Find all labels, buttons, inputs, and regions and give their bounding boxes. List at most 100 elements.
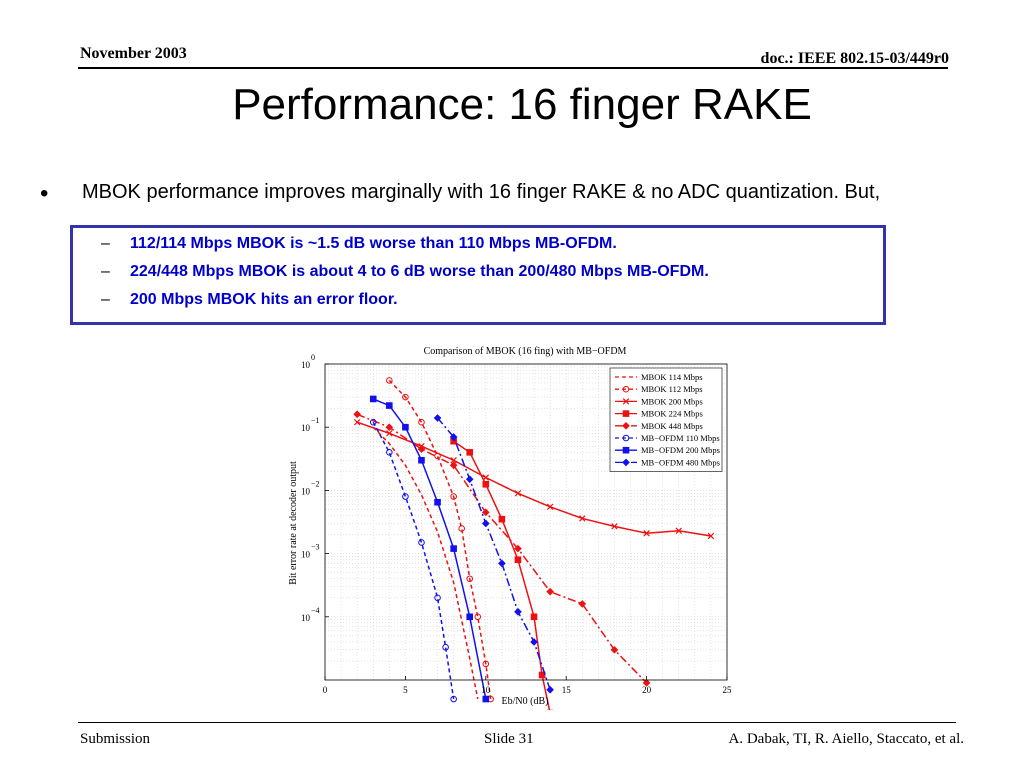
data-point bbox=[707, 532, 715, 540]
data-point bbox=[642, 679, 651, 687]
x-tick-label: 0 bbox=[323, 685, 328, 695]
data-point bbox=[610, 646, 619, 654]
data-point bbox=[482, 480, 490, 488]
footer-submission: Submission bbox=[80, 731, 151, 747]
legend-marker bbox=[622, 434, 630, 442]
data-point bbox=[449, 433, 458, 441]
series-line bbox=[372, 421, 455, 700]
legend-marker bbox=[622, 458, 630, 467]
legend-label: MBOK 112 Mbps bbox=[641, 384, 703, 394]
bullet-marker: • bbox=[40, 180, 49, 207]
data-point bbox=[386, 449, 393, 456]
data-point bbox=[498, 559, 506, 568]
data-point bbox=[546, 503, 554, 511]
chart-series bbox=[450, 437, 554, 710]
chart-series-group bbox=[353, 377, 715, 710]
sub-bullet-dash: – bbox=[101, 235, 110, 252]
data-point bbox=[434, 594, 441, 602]
y-tick-exponent: −3 bbox=[311, 543, 320, 552]
data-point bbox=[450, 493, 457, 500]
y-tick-exponent: −2 bbox=[311, 479, 320, 488]
footer-authors: A. Dabak, TI, R. Aiello, Staccato, et al… bbox=[728, 731, 965, 747]
sub-bullet-text: 200 Mbps MBOK hits an error floor. bbox=[130, 291, 398, 308]
sub-bullet-text: 112/114 Mbps MBOK is ~1.5 dB worse than … bbox=[130, 235, 617, 252]
data-point bbox=[546, 685, 554, 694]
bullet-text: MBOK performance improves marginally wit… bbox=[82, 181, 881, 203]
y-tick-label: 10 bbox=[301, 423, 311, 433]
sub-bullet-dash: – bbox=[101, 263, 110, 280]
series-line bbox=[453, 440, 551, 710]
legend-item: MB−OFDM 480 Mbps bbox=[615, 457, 720, 467]
data-point bbox=[514, 544, 522, 553]
data-point bbox=[442, 643, 449, 651]
data-point bbox=[466, 575, 474, 583]
chart-series bbox=[433, 414, 554, 694]
data-point bbox=[538, 671, 546, 679]
data-point bbox=[434, 498, 441, 506]
chart-series bbox=[372, 426, 479, 700]
data-point bbox=[386, 402, 393, 409]
footer-slide-number: Slide 31 bbox=[484, 731, 534, 747]
y-tick-exponent: 0 bbox=[311, 353, 315, 362]
legend-marker bbox=[622, 398, 630, 405]
slide-title: Performance: 16 finger RAKE bbox=[232, 80, 812, 129]
data-point bbox=[481, 519, 490, 528]
data-point bbox=[418, 456, 425, 464]
legend-label: MBOK 200 Mbps bbox=[641, 396, 703, 406]
legend-item: MB−OFDM 200 Mbps bbox=[615, 445, 720, 455]
data-point bbox=[418, 539, 425, 546]
legend-item: MBOK 224 Mbps bbox=[615, 409, 703, 419]
data-point bbox=[514, 556, 522, 564]
series-line bbox=[436, 417, 551, 691]
legend-marker bbox=[622, 446, 630, 454]
data-point bbox=[530, 638, 538, 646]
header-doc-id: doc.: IEEE 802.15-03/449r0 bbox=[760, 50, 949, 67]
data-point bbox=[643, 530, 650, 537]
data-point bbox=[386, 377, 393, 384]
series-line bbox=[356, 421, 712, 537]
data-point bbox=[611, 523, 618, 530]
data-point bbox=[402, 393, 409, 401]
x-tick-label: 20 bbox=[642, 685, 652, 695]
data-point bbox=[546, 587, 554, 596]
y-tick-label: 10 bbox=[301, 360, 311, 370]
chart-series bbox=[386, 377, 494, 703]
legend-label: MB−OFDM 200 Mbps bbox=[641, 445, 720, 455]
data-point bbox=[450, 457, 457, 464]
y-tick-exponent: −4 bbox=[311, 606, 320, 615]
data-point bbox=[353, 410, 361, 419]
data-point bbox=[474, 613, 482, 621]
data-point bbox=[498, 515, 506, 523]
y-tick-label: 10 bbox=[301, 613, 311, 623]
x-axis-label: Eb/N0 (dB) bbox=[502, 696, 549, 707]
data-point bbox=[417, 445, 426, 453]
data-point bbox=[450, 695, 457, 703]
x-tick-label: 5 bbox=[403, 685, 408, 695]
data-point bbox=[433, 414, 442, 422]
legend-item: MBOK 200 Mbps bbox=[615, 396, 703, 406]
legend-item: MB−OFDM 110 Mbps bbox=[615, 433, 720, 443]
data-point bbox=[466, 613, 474, 621]
legend-label: MBOK 114 Mbps bbox=[641, 372, 703, 382]
x-tick-label: 15 bbox=[562, 685, 572, 695]
x-tick-label: 25 bbox=[723, 685, 733, 695]
data-point bbox=[418, 418, 425, 426]
legend-label: MBOK 224 Mbps bbox=[641, 409, 703, 419]
data-point bbox=[402, 493, 409, 500]
data-point bbox=[514, 490, 522, 497]
data-point bbox=[482, 660, 490, 668]
header-date: November 2003 bbox=[80, 45, 187, 62]
data-point bbox=[465, 475, 474, 484]
data-point bbox=[450, 545, 457, 552]
plot-frame bbox=[324, 363, 728, 681]
sub-bullet-text: 224/448 Mbps MBOK is about 4 to 6 dB wor… bbox=[130, 263, 709, 280]
series-line bbox=[372, 426, 479, 700]
y-tick-label: 10 bbox=[301, 486, 311, 496]
chart-legend: MBOK 114 Mbps MBOK 112 Mbps MBOK 200 Mbps M… bbox=[609, 367, 723, 472]
data-point bbox=[482, 695, 490, 703]
footer-rule bbox=[78, 722, 956, 723]
legend-label: MB−OFDM 480 Mbps bbox=[641, 457, 720, 467]
series-line bbox=[372, 398, 487, 700]
data-point bbox=[578, 600, 587, 608]
